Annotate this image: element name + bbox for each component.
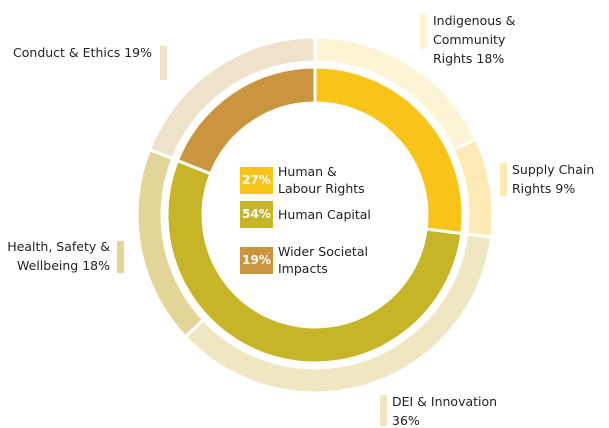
label-bar: [160, 46, 167, 80]
donut-segment: [147, 35, 317, 161]
label-name: DEI & Innovation: [392, 394, 498, 409]
label-value: 19%: [124, 45, 152, 60]
label-bar: [500, 163, 507, 196]
label-bar: [380, 395, 387, 426]
legend-swatch: 19%: [240, 246, 273, 274]
legend-name: Human Capital: [278, 207, 371, 222]
label-bar: [117, 241, 124, 273]
label-value: 36%: [392, 413, 420, 428]
legend-item: 27% Human & Labour Rights: [240, 163, 378, 197]
donut-segment: [175, 65, 317, 176]
label-name: Health, Safety & Wellbeing: [7, 239, 110, 273]
segment-label: Supply Chain Rights 9%: [512, 160, 607, 198]
label-value: 18%: [476, 51, 505, 66]
segment-label: Conduct & Ethics 19%: [2, 43, 152, 62]
legend-swatch: 54%: [240, 201, 273, 228]
label-name: Indigenous & Community Rights: [433, 13, 516, 66]
legend-item: 19% Wider Societal Impacts: [240, 243, 378, 277]
label-name: Conduct & Ethics: [13, 45, 121, 60]
legend-swatch: 27%: [240, 166, 273, 194]
segment-label: DEI & Innovation 36%: [392, 392, 522, 428]
segment-label: Indigenous & Community Rights 18%: [433, 11, 528, 68]
legend-name: Wider Societal Impacts: [278, 244, 368, 276]
label-bar: [420, 13, 427, 49]
label-value: 9%: [555, 181, 576, 196]
donut-segment: [165, 158, 464, 365]
legend-item: 54% Human Capital: [240, 201, 378, 228]
legend-name: Human & Labour Rights: [278, 164, 365, 196]
segment-label: Health, Safety & Wellbeing 18%: [2, 237, 110, 275]
label-name: Supply Chain Rights: [512, 162, 595, 196]
label-value: 18%: [82, 258, 110, 273]
